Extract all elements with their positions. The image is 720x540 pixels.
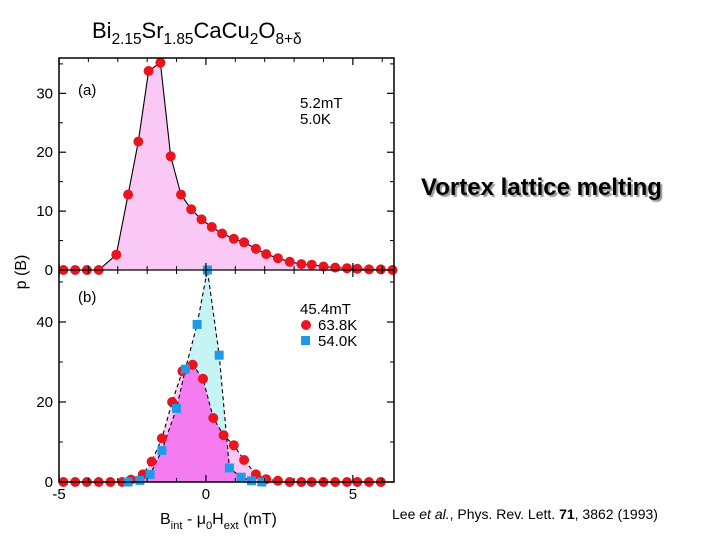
panel-a [58, 57, 398, 275]
text-part: CaCu [194, 18, 250, 43]
data-point [272, 475, 283, 486]
y-tick-label: 30 [36, 85, 53, 102]
data-point [284, 256, 295, 267]
y-tick-label: 20 [36, 144, 53, 161]
data-point [156, 433, 167, 444]
data-point [146, 456, 157, 467]
text-part: Bi [92, 18, 112, 43]
data-point [206, 222, 217, 232]
panel-a-label: (a) [78, 82, 96, 99]
text-part: Sr [142, 18, 164, 43]
data-point [214, 350, 224, 360]
data-point [198, 373, 208, 384]
panel-b-label: (b) [78, 289, 96, 306]
panel-b-field-annotation: 45.4mT [300, 301, 351, 318]
citation-volume: 71 [559, 506, 575, 522]
data-point [135, 475, 145, 485]
data-point [186, 204, 197, 215]
data-point [352, 263, 363, 274]
data-point [111, 249, 122, 260]
citation-journal: , Phys. Rev. Lett. [449, 506, 556, 522]
data-point [239, 455, 250, 465]
text-part: 0 [206, 520, 212, 532]
data-point [236, 472, 246, 482]
data-point [165, 151, 176, 162]
citation-et-al: et al. [419, 506, 450, 522]
x-axis-label: Bint - μ0Hext (mT) [160, 511, 277, 532]
data-point [218, 430, 229, 441]
data-point [342, 263, 352, 274]
data-point [196, 214, 207, 225]
data-point [228, 233, 239, 244]
data-point [187, 359, 198, 370]
data-point [180, 364, 190, 374]
series-fill [63, 62, 393, 270]
y-tick-label: 10 [36, 203, 53, 220]
text-part: 1.85 [164, 31, 194, 48]
legend-label-63-8k: 63.8K [318, 317, 357, 334]
data-point [261, 249, 272, 260]
legend-marker-blue [301, 336, 310, 345]
data-point [133, 136, 144, 147]
data-point [247, 476, 256, 486]
panel-a-temperature-annotation: 5.0K [300, 111, 331, 128]
x-tick-label: 0 [202, 486, 210, 503]
data-point [145, 469, 155, 479]
data-point [228, 440, 239, 451]
panel-a-field-annotation: 5.2mT [300, 95, 343, 112]
text-part: int [171, 520, 184, 532]
data-point [176, 189, 186, 200]
data-point [330, 262, 341, 273]
slide-title: Vortex lattice melting [421, 174, 662, 201]
legend-label-54-0k: 54.0K [318, 333, 357, 350]
text-part: H [212, 511, 224, 528]
data-point [296, 259, 307, 270]
text-part: 2 [250, 31, 259, 48]
text-part: 8+δ [275, 31, 301, 48]
data-point [192, 319, 202, 329]
y-tick-label: 40 [36, 314, 53, 331]
y-tick-label: 0 [45, 262, 53, 279]
citation-pages-year: , 3862 (1993) [574, 506, 658, 522]
data-point [306, 259, 317, 270]
data-point [157, 445, 167, 455]
data-point [250, 243, 261, 254]
y-axis-label: p (B) [13, 255, 30, 290]
data-point [272, 253, 283, 264]
text-part: (mT) [239, 511, 277, 528]
citation: Lee et al., Phys. Rev. Lett. 71, 3862 (1… [392, 506, 658, 522]
panel-b [58, 265, 386, 487]
citation-authors: Lee [392, 506, 416, 522]
data-point [208, 413, 219, 423]
y-tick-label: 0 [45, 474, 53, 491]
text-part: B [160, 511, 171, 528]
text-part: ext [224, 520, 240, 532]
text-part: - μ [183, 511, 206, 528]
data-point [143, 66, 154, 76]
x-tick-label: -5 [52, 486, 65, 503]
x-tick-label: 5 [349, 486, 357, 503]
text-part: O [258, 18, 275, 43]
text-part: 2.15 [112, 31, 142, 48]
data-point [239, 237, 250, 248]
legend-marker-red [301, 320, 311, 330]
data-point [224, 463, 234, 473]
data-point [217, 228, 228, 239]
y-tick-label: 20 [36, 394, 53, 411]
data-point [123, 189, 134, 200]
chart-title: Bi2.15Sr1.85CaCu2O8+δ [92, 18, 302, 48]
data-point [155, 57, 166, 68]
data-point [172, 403, 181, 413]
